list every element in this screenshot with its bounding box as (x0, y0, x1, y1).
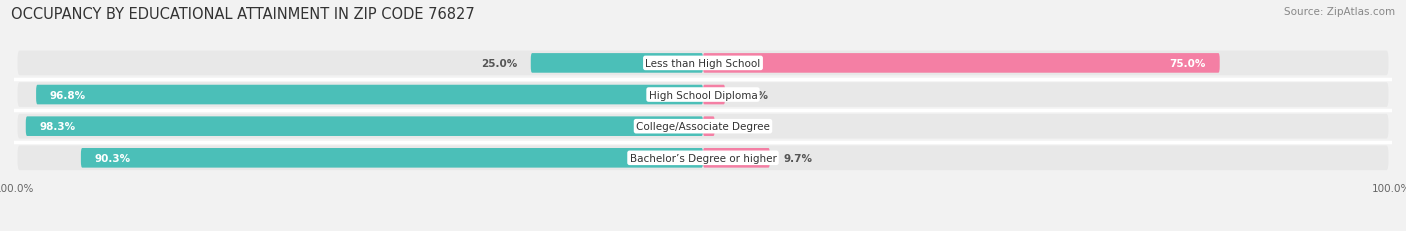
Text: 9.7%: 9.7% (783, 153, 813, 163)
FancyBboxPatch shape (531, 54, 703, 73)
FancyBboxPatch shape (703, 148, 770, 168)
Text: 25.0%: 25.0% (481, 59, 517, 69)
FancyBboxPatch shape (17, 51, 1389, 76)
Text: 98.3%: 98.3% (39, 122, 76, 132)
FancyBboxPatch shape (17, 83, 1389, 107)
Legend: Owner-occupied, Renter-occupied: Owner-occupied, Renter-occupied (579, 228, 827, 231)
Text: Bachelor’s Degree or higher: Bachelor’s Degree or higher (630, 153, 776, 163)
Text: College/Associate Degree: College/Associate Degree (636, 122, 770, 132)
FancyBboxPatch shape (17, 146, 1389, 170)
FancyBboxPatch shape (25, 117, 703, 136)
Text: OCCUPANCY BY EDUCATIONAL ATTAINMENT IN ZIP CODE 76827: OCCUPANCY BY EDUCATIONAL ATTAINMENT IN Z… (11, 7, 475, 22)
Text: Less than High School: Less than High School (645, 59, 761, 69)
FancyBboxPatch shape (703, 117, 714, 136)
Text: 96.8%: 96.8% (49, 90, 86, 100)
Text: 90.3%: 90.3% (94, 153, 131, 163)
Text: 1.7%: 1.7% (728, 122, 758, 132)
Text: 75.0%: 75.0% (1170, 59, 1206, 69)
FancyBboxPatch shape (17, 114, 1389, 139)
FancyBboxPatch shape (703, 54, 1220, 73)
FancyBboxPatch shape (82, 148, 703, 168)
Text: Source: ZipAtlas.com: Source: ZipAtlas.com (1284, 7, 1395, 17)
FancyBboxPatch shape (703, 85, 725, 105)
Text: High School Diploma: High School Diploma (648, 90, 758, 100)
FancyBboxPatch shape (37, 85, 703, 105)
Text: 3.2%: 3.2% (738, 90, 768, 100)
